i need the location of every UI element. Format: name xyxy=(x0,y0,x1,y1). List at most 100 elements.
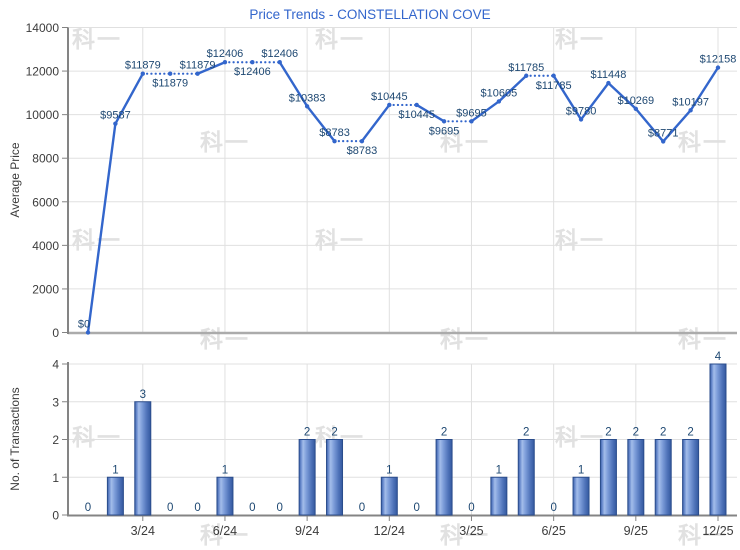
price-point xyxy=(387,102,392,108)
y-tick-label: 6000 xyxy=(32,195,59,209)
watermark-text: 科一 xyxy=(440,326,490,352)
bar-value-label: 0 xyxy=(85,502,91,514)
watermark-text: 科一 xyxy=(200,129,250,155)
price-point xyxy=(661,139,666,144)
price-line-segment xyxy=(305,105,336,143)
chart-title: Price Trends - CONSTELLATION COVE xyxy=(249,7,491,22)
price-point-label: $11879 xyxy=(125,60,161,72)
price-point-label: $10445 xyxy=(398,109,435,121)
y-tick-label: 3 xyxy=(52,395,59,409)
price-point-label: $10269 xyxy=(617,95,654,107)
price-point xyxy=(633,106,639,111)
price-point-label: $11785 xyxy=(508,62,544,74)
price-point-label: $11785 xyxy=(536,80,572,92)
bar-value-label: 2 xyxy=(633,427,639,439)
bar-value-label: 0 xyxy=(550,502,556,514)
price-point-label: $10383 xyxy=(289,92,326,104)
transactions-bar-panel: 0 1 2 3 4 3/24 6/24 9/24 12/24 3/25 6/25 9/25 12/25 0… xyxy=(52,351,737,538)
watermark-text: 科一 xyxy=(555,227,605,253)
price-point-label: $12158 xyxy=(700,54,737,66)
watermark-text: 科一 xyxy=(200,522,250,548)
y-tick-label: 14000 xyxy=(26,21,60,35)
y-tick-label: 2 xyxy=(52,433,59,447)
price-point xyxy=(551,73,556,78)
bar-value-label: 1 xyxy=(222,464,228,476)
price-line-segment xyxy=(415,103,446,123)
watermark-text: 科一 xyxy=(315,227,365,253)
price-point-label: $0 xyxy=(78,319,90,331)
price-line-segment xyxy=(278,61,309,108)
price-line-panel: 0 2000 4000 6000 8000 10000 12000 14000 $0 $9587 $… xyxy=(26,21,737,340)
bar-value-label: 2 xyxy=(331,427,337,439)
transaction-bar xyxy=(682,439,700,516)
y-tick-label: 4 xyxy=(52,358,59,372)
price-line-segment xyxy=(470,100,501,123)
price-point xyxy=(441,119,447,124)
bar-value-label: 1 xyxy=(112,464,118,476)
watermark-text: 科一 xyxy=(315,26,365,52)
price-point-label: $12406 xyxy=(207,48,244,60)
price-point xyxy=(414,102,419,108)
price-line-segment xyxy=(552,74,583,121)
price-point-label: $10197 xyxy=(672,96,709,108)
x-tick-label: 9/24 xyxy=(295,524,319,538)
transaction-bar xyxy=(380,476,398,516)
transaction-bar xyxy=(709,363,727,516)
transaction-bar xyxy=(435,439,453,516)
price-line-segment xyxy=(497,74,528,103)
price-line-segment xyxy=(579,81,610,121)
price-point-label: $11879 xyxy=(152,78,188,90)
price-point xyxy=(606,80,611,86)
y-tick-label: 8000 xyxy=(32,152,59,166)
y-tick-label: 10000 xyxy=(26,108,60,122)
bar-value-label: 2 xyxy=(660,427,666,439)
y-tick-label: 0 xyxy=(52,326,59,340)
y-axis-title-average-price: Average Price xyxy=(8,142,22,218)
bar-value-label: 1 xyxy=(578,464,584,476)
price-line-segment xyxy=(662,109,692,143)
transaction-bar xyxy=(627,439,645,516)
price-point xyxy=(524,73,529,78)
x-tick-label: 9/25 xyxy=(624,524,648,538)
price-point-label: $10605 xyxy=(481,87,518,99)
price-point-label: $9695 xyxy=(429,125,460,137)
price-point xyxy=(140,71,145,76)
watermark-text: 科一 xyxy=(72,424,122,450)
price-point xyxy=(277,60,282,65)
bar-value-label: 2 xyxy=(304,427,310,439)
transaction-bar xyxy=(106,476,124,516)
transaction-bar xyxy=(572,476,590,516)
bar-value-label: 0 xyxy=(277,502,283,514)
bar-value-label: 1 xyxy=(496,464,502,476)
x-tick-label: 3/25 xyxy=(459,524,483,538)
bar-value-label: 4 xyxy=(715,351,722,363)
price-point-label: $9780 xyxy=(566,105,597,117)
x-tick-label: 12/25 xyxy=(702,524,733,538)
y-tick-label: 12000 xyxy=(26,65,60,79)
transaction-bar xyxy=(517,439,535,516)
watermark-text: 科一 xyxy=(555,424,605,450)
transaction-bar xyxy=(326,439,344,516)
x-tick-label: 12/24 xyxy=(374,524,405,538)
watermark-text: 科一 xyxy=(440,129,490,155)
x-tick-label: 3/24 xyxy=(131,524,155,538)
price-point-label: $8783 xyxy=(347,145,378,157)
watermark-text: 科一 xyxy=(72,26,122,52)
price-point xyxy=(688,108,693,113)
price-line-segment xyxy=(360,103,391,143)
price-line-segment xyxy=(114,72,144,125)
price-line-segment xyxy=(689,66,720,112)
transaction-bar xyxy=(216,476,234,516)
watermark-text: 科一 xyxy=(678,522,728,548)
y-tick-label: 4000 xyxy=(32,239,59,253)
bar-value-label: 2 xyxy=(523,427,529,439)
price-point-label: $8771 xyxy=(648,127,679,139)
price-point xyxy=(304,104,310,109)
x-tick-label: 6/25 xyxy=(541,524,565,538)
price-point-label: $11448 xyxy=(590,69,626,81)
price-point xyxy=(250,60,255,65)
price-point xyxy=(85,330,91,335)
bar-value-label: 2 xyxy=(605,427,611,439)
